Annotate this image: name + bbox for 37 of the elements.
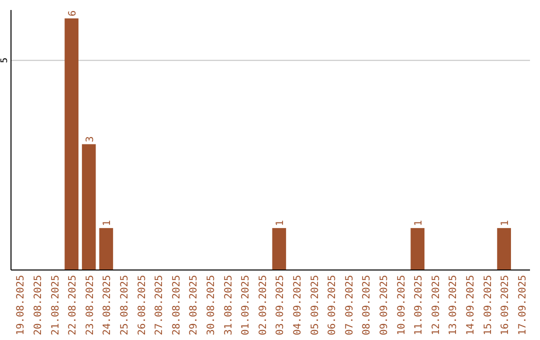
x-tick-label: 17.09.2025 [517, 275, 528, 336]
x-tick-label: 19.08.2025 [16, 275, 27, 336]
x-tick-label: 10.09.2025 [396, 275, 408, 336]
x-tick-label: 26.08.2025 [136, 275, 148, 336]
x-tick-label: 14.09.2025 [465, 275, 476, 336]
x-tick-label: 25.08.2025 [119, 275, 130, 336]
x-tick-label: 15.09.2025 [482, 275, 494, 336]
x-tick-label: 24.08.2025 [102, 275, 114, 336]
x-tick-label: 02.09.2025 [258, 275, 269, 336]
x-tick-label: 12.09.2025 [430, 275, 442, 336]
x-tick-label: 27.08.2025 [154, 275, 166, 336]
x-tick-label: 07.09.2025 [344, 275, 356, 336]
x-tick-label: 08.09.2025 [362, 275, 373, 336]
y-tick-label: 5 [0, 58, 10, 64]
data-label: 1 [102, 220, 114, 226]
data-label: 1 [500, 220, 512, 226]
x-tick-label: 03.09.2025 [275, 275, 286, 336]
x-tick-label: 23.08.2025 [84, 275, 96, 336]
x-tick-label: 05.09.2025 [310, 275, 321, 336]
x-tick-label: 28.08.2025 [171, 275, 182, 336]
x-tick-label: 11.09.2025 [414, 275, 425, 336]
x-tick-label: 04.09.2025 [292, 275, 304, 336]
x-tick-label: 06.09.2025 [327, 275, 338, 336]
x-tick-label: 30.08.2025 [206, 275, 217, 336]
data-label: 1 [414, 220, 425, 226]
x-tick-label: 01.09.2025 [240, 275, 252, 336]
x-tick-label: 29.08.2025 [188, 275, 200, 336]
data-label: 3 [84, 136, 96, 142]
data-label: 6 [68, 10, 79, 16]
x-tick-label: 21.08.2025 [50, 275, 62, 336]
x-tick-label: 22.08.2025 [68, 275, 79, 336]
x-tick-label: 09.09.2025 [378, 275, 390, 336]
x-tick-label: 16.09.2025 [500, 275, 512, 336]
x-tick-label: 31.08.2025 [223, 275, 234, 336]
x-tick-label: 13.09.2025 [448, 275, 460, 336]
data-label: 1 [275, 220, 286, 226]
x-tick-label: 20.08.2025 [32, 275, 44, 336]
